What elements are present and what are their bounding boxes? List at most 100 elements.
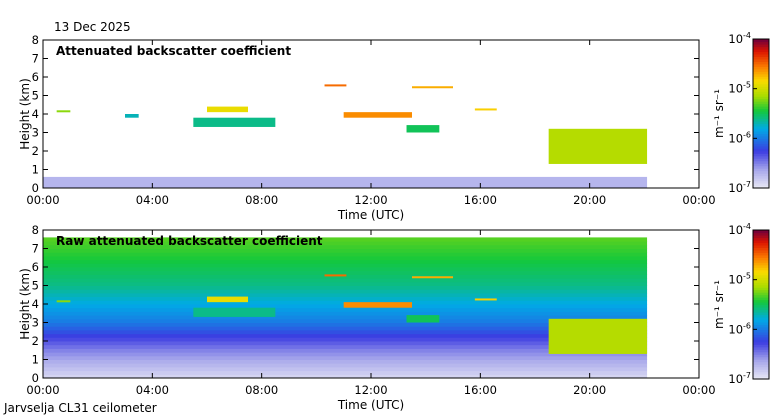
background-band <box>43 285 648 290</box>
x-tick-label: 04:00 <box>136 383 169 397</box>
colorbar-swatch <box>753 242 769 246</box>
colorbar-swatch <box>753 73 769 77</box>
panel-title: Raw attenuated backscatter coefficient <box>56 234 323 248</box>
background-band <box>43 333 648 338</box>
y-tick-label: 7 <box>32 242 39 256</box>
colorbar-swatch <box>753 297 769 301</box>
colorbar-swatch <box>753 279 769 283</box>
background-band <box>43 326 648 331</box>
colorbar-swatch <box>753 41 769 45</box>
colorbar-swatch <box>753 150 769 154</box>
feature-cloud-1400 <box>412 86 453 89</box>
colorbar-swatch <box>753 155 769 159</box>
colorbar-swatch <box>753 58 769 62</box>
feature-cloud-0600 <box>207 296 248 303</box>
colorbar-swatch <box>753 289 769 293</box>
colorbar-swatch <box>753 140 769 144</box>
colorbar-swatch <box>753 277 769 281</box>
background-band <box>43 255 648 261</box>
colorbar-swatch <box>753 115 769 120</box>
colorbar-swatch <box>753 232 769 236</box>
feature-cloud-1020 <box>324 84 347 87</box>
background-band <box>43 348 648 353</box>
background-band <box>43 366 648 372</box>
background-band <box>43 274 648 279</box>
colorbar-swatch <box>753 143 769 147</box>
colorbar-tick-label: 10-4 <box>728 31 751 46</box>
colorbar-tick-label: 10-7 <box>728 371 751 386</box>
x-tick-label: 00:00 <box>682 193 715 207</box>
colorbar-swatch <box>753 91 769 95</box>
y-tick-label: 8 <box>32 33 39 47</box>
colorbar-swatch <box>753 299 769 303</box>
colorbar-swatch <box>753 56 769 60</box>
colorbar-swatch <box>753 341 769 345</box>
colorbar-swatch <box>753 101 769 105</box>
y-tick-label: 3 <box>32 126 39 140</box>
colorbar-swatch <box>753 354 769 358</box>
colorbar-swatch <box>753 234 769 239</box>
y-tick-label: 4 <box>32 107 39 121</box>
colorbar-swatch <box>753 43 769 48</box>
colorbar-swatch <box>753 39 769 43</box>
x-tick-label: 00:00 <box>26 193 59 207</box>
colorbar-swatch <box>753 259 769 263</box>
feature-cloud-1600 <box>474 108 497 111</box>
colorbar-swatch <box>753 61 769 65</box>
y-tick-label: 5 <box>32 279 39 293</box>
colorbar-swatch <box>753 160 769 164</box>
colorbar-swatch <box>753 51 769 55</box>
colorbar-swatch <box>753 294 769 298</box>
colorbar-swatch <box>753 68 769 72</box>
colorbar-swatch <box>753 237 769 241</box>
colorbar-swatch <box>753 309 769 313</box>
background-band <box>43 370 648 375</box>
colorbar-swatch <box>753 113 769 117</box>
colorbar-swatch <box>753 262 769 266</box>
colorbar-swatch <box>753 356 769 360</box>
colorbar-swatch <box>753 359 769 363</box>
colorbar-swatch <box>753 351 769 355</box>
y-tick-label: 4 <box>32 297 39 311</box>
x-tick-label: 16:00 <box>464 383 497 397</box>
background-band <box>43 352 648 357</box>
panel-1: 0 1 2 3 4 5 6 7 8 00:00 04:00 08:00 12:00 16:00 20:00 0… <box>18 33 716 222</box>
colorbar-swatch <box>753 252 769 256</box>
colorbar-swatch <box>753 364 769 368</box>
colorbar-swatch <box>753 130 769 134</box>
colorbar-swatch <box>753 361 769 365</box>
colorbar-swatch <box>753 272 769 276</box>
colorbar-swatch <box>753 173 769 177</box>
colorbar-swatch <box>753 321 769 325</box>
y-tick-label: 8 <box>32 223 39 237</box>
y-tick-label: 3 <box>32 316 39 330</box>
background-band <box>43 315 648 320</box>
colorbar-swatch <box>753 371 769 375</box>
x-tick-label: 00:00 <box>26 383 59 397</box>
background-band <box>43 363 648 368</box>
colorbar-frame <box>752 38 770 189</box>
colorbar-swatch <box>753 304 769 308</box>
colorbar-swatch <box>753 125 769 129</box>
colorbar-swatch <box>753 334 769 338</box>
feature-cloud-0600 <box>207 106 248 113</box>
background-band <box>43 337 648 342</box>
colorbar-swatch <box>753 292 769 296</box>
panel-title: Attenuated backscatter coefficient <box>56 44 291 58</box>
colorbar-swatch <box>753 148 769 152</box>
colorbar-swatch <box>753 83 769 87</box>
x-tick-label: 16:00 <box>464 193 497 207</box>
x-tick-label: 20:00 <box>573 193 606 207</box>
feature-cloud-1400 <box>412 276 453 279</box>
feature-boundary-layer-noise <box>43 176 648 188</box>
colorbar-swatch <box>753 111 769 115</box>
x-tick-label: 04:00 <box>136 193 169 207</box>
y-tick-label: 7 <box>32 52 39 66</box>
colorbar-swatch <box>753 311 769 316</box>
colorbar-swatch <box>753 183 769 187</box>
colorbar-swatch <box>753 369 769 373</box>
colorbar-swatch <box>753 287 769 291</box>
colorbar: 10-4 10-5 10-6 10-7 m⁻¹ sr⁻¹ <box>712 31 770 195</box>
y-tick-label: 1 <box>32 353 39 367</box>
colorbar-swatch <box>753 244 769 248</box>
